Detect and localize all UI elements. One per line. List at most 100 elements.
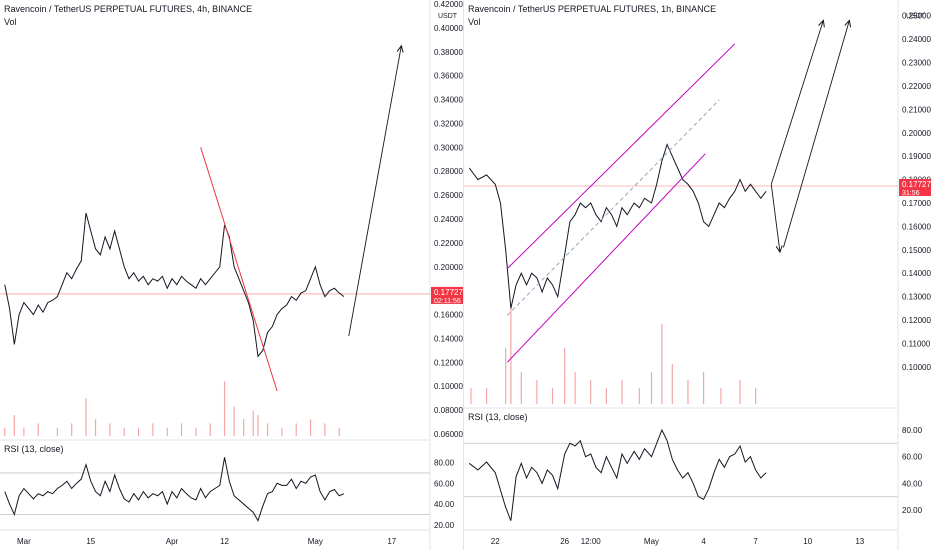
rsi-tick-label: 40.00 <box>902 479 923 488</box>
volume-bar <box>281 427 283 436</box>
volume-bar <box>485 388 488 404</box>
price-tick-label: 0.10000 <box>434 382 463 391</box>
chart-title: Ravencoin / TetherUS PERPETUAL FUTURES, … <box>468 4 717 14</box>
volume-bar <box>324 423 326 436</box>
price-tick-label: 0.22000 <box>902 82 931 91</box>
trend-line <box>200 147 278 392</box>
chart-svg[interactable]: 0.42000 0.40000 0.38000 0.36000 0.34000 0.320… <box>0 0 463 550</box>
volume-bar <box>605 388 607 404</box>
price-unit-label: USDT <box>906 13 926 20</box>
current-price-label: 0.17727 <box>434 288 463 297</box>
volume-bar <box>720 388 722 404</box>
arrow-head <box>818 19 825 28</box>
time-tick-label: Mar <box>17 537 31 546</box>
volume-bar <box>702 372 705 404</box>
volume-bar <box>243 419 245 436</box>
volume-bar <box>223 381 226 436</box>
price-unit-label: USDT <box>438 13 458 20</box>
volume-bar <box>551 388 554 404</box>
price-series-line <box>468 143 767 309</box>
current-price-label: 0.17727 <box>902 180 931 189</box>
volume-bar <box>180 423 183 436</box>
projection-arrow <box>770 184 781 253</box>
price-tick-label: 0.10000 <box>902 363 931 372</box>
volume-bar <box>56 427 58 436</box>
rsi-series-line <box>4 457 345 522</box>
price-tick-label: 0.14000 <box>434 334 463 343</box>
volume-bar <box>536 380 538 404</box>
arrow-head <box>775 245 783 254</box>
time-tick-label: 26 <box>560 537 569 546</box>
chart-panel-4h[interactable]: Ravencoin / TetherUS PERPETUAL FUTURES, … <box>0 0 464 550</box>
time-tick-label: May <box>308 537 323 546</box>
price-tick-label: 0.13000 <box>902 293 931 302</box>
arrow-head <box>844 19 852 28</box>
volume-bar <box>470 388 472 404</box>
price-tick-label: 0.24000 <box>902 35 931 44</box>
price-tick-label: 0.08000 <box>434 406 463 415</box>
time-tick-label: 4 <box>701 537 706 546</box>
price-tick-label: 0.19000 <box>902 152 931 161</box>
chart-svg[interactable]: 0.25000 0.24000 0.23000 0.22000 0.21000 0.200… <box>464 0 932 550</box>
price-tick-label: 0.40000 <box>434 24 463 33</box>
volume-bar <box>252 410 254 436</box>
time-tick-label: 12:00 <box>581 537 602 546</box>
rsi-tick-label: 80.00 <box>902 426 923 435</box>
price-tick-label: 0.26000 <box>434 191 463 200</box>
volume-bar <box>687 380 689 404</box>
price-tick-label: 0.24000 <box>434 215 463 224</box>
projection-arrow <box>782 20 850 248</box>
volume-bar <box>671 364 673 404</box>
channel-lower-line <box>507 153 706 363</box>
rsi-tick-label: 60.00 <box>902 453 923 462</box>
volume-bar <box>510 308 512 404</box>
price-tick-label: 0.38000 <box>434 48 463 57</box>
volume-bar <box>338 427 340 436</box>
volume-bar <box>233 406 235 436</box>
current-price-badge <box>431 286 463 304</box>
time-tick-label: 17 <box>387 537 396 546</box>
price-series-line <box>4 212 345 358</box>
volume-bar <box>257 415 259 436</box>
projection-arrow <box>348 45 402 337</box>
volume-bar <box>739 380 741 404</box>
volume-bar <box>109 423 111 436</box>
price-tick-label: 0.21000 <box>902 105 931 114</box>
volume-bar <box>137 427 140 436</box>
price-tick-label: 0.11000 <box>902 339 931 348</box>
price-tick-label: 0.32000 <box>434 119 463 128</box>
volume-bar <box>94 419 97 436</box>
price-tick-label: 0.16000 <box>902 222 931 231</box>
rsi-tick-label: 20.00 <box>902 506 923 515</box>
rsi-label: RSI (13, close) <box>4 444 64 454</box>
projection-arrow <box>770 20 824 185</box>
price-tick-label: 0.20000 <box>434 263 463 272</box>
time-tick-label: 15 <box>86 537 95 546</box>
volume-bar <box>621 380 623 404</box>
channel-upper-line <box>507 43 736 269</box>
time-tick-label: Apr <box>166 537 179 546</box>
countdown-label: 31:56 <box>902 190 920 197</box>
volume-bar <box>520 372 522 404</box>
volume-bar <box>13 415 15 436</box>
time-tick-label: May <box>644 537 659 546</box>
chart-panel-1h[interactable]: Ravencoin / TetherUS PERPETUAL FUTURES, … <box>464 0 932 550</box>
price-tick-label: 0.20000 <box>902 129 931 138</box>
chart-title: Ravencoin / TetherUS PERPETUAL FUTURES, … <box>4 4 253 14</box>
volume-bar <box>123 427 125 436</box>
volume-bar <box>195 427 197 436</box>
price-tick-label: 0.06000 <box>434 430 463 439</box>
time-tick-label: 12 <box>220 537 229 546</box>
countdown-label: 02:11:56 <box>434 298 461 305</box>
volume-bar <box>266 423 269 436</box>
price-tick-label: 0.28000 <box>434 167 463 176</box>
volume-bar <box>309 419 312 436</box>
price-tick-label: 0.30000 <box>434 143 463 152</box>
price-tick-label: 0.12000 <box>434 358 463 367</box>
rsi-label: RSI (13, close) <box>468 412 528 422</box>
volume-bar <box>505 348 507 404</box>
volume-bar <box>755 388 757 404</box>
volume-bar <box>4 427 6 436</box>
volume-bar <box>650 372 653 404</box>
price-tick-label: 0.36000 <box>434 72 463 81</box>
